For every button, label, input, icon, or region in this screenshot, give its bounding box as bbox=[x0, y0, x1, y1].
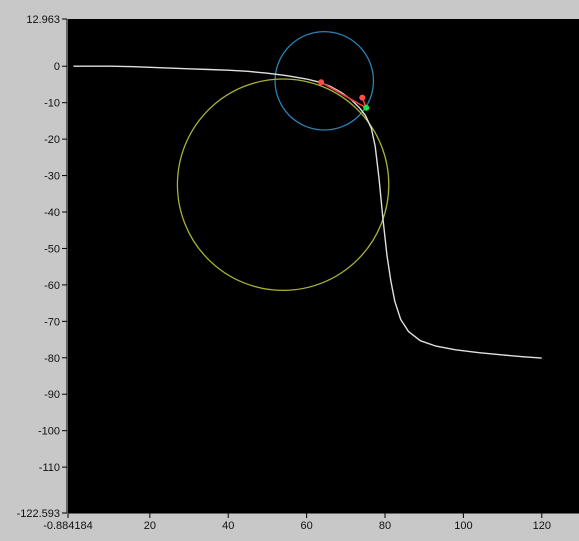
y-tick-label: -20 bbox=[44, 134, 60, 146]
plot-layer bbox=[73, 30, 542, 359]
segment-line bbox=[320, 81, 367, 109]
plot-area bbox=[68, 19, 579, 513]
y-tick-label: -30 bbox=[44, 171, 60, 183]
y-tick-label: -122.593 bbox=[17, 508, 60, 520]
y-tick-label: -80 bbox=[44, 353, 60, 365]
y-tick-label: -110 bbox=[39, 462, 60, 474]
circle-overlay bbox=[176, 78, 390, 292]
y-tick-label: -40 bbox=[44, 207, 60, 219]
circle-overlay bbox=[274, 30, 375, 131]
x-tick-label: 40 bbox=[222, 520, 234, 532]
y-tick-label: 12.963 bbox=[26, 14, 60, 26]
x-tick-label: -0.884184 bbox=[43, 520, 93, 532]
data-point-marker bbox=[363, 104, 370, 111]
x-tick-label: 20 bbox=[144, 520, 156, 532]
y-tick-label: -10 bbox=[44, 98, 60, 110]
data-point-marker bbox=[359, 94, 366, 101]
series-line bbox=[73, 65, 542, 359]
x-tick-label: 80 bbox=[379, 520, 391, 532]
data-point-marker bbox=[318, 79, 325, 86]
y-tick-label: -90 bbox=[44, 389, 60, 401]
y-tick-label: -70 bbox=[44, 316, 60, 328]
x-axis: -0.884184 20 40 60 80 100 120 bbox=[43, 512, 579, 532]
x-tick-label: 120 bbox=[533, 520, 551, 532]
y-tick-label: -60 bbox=[44, 280, 60, 292]
y-tick-label: 0 bbox=[54, 61, 60, 73]
y-axis: 12.963 0 -10 -20 -30 -40 -50 -60 -70 -80 -90 -100 -1… bbox=[17, 14, 68, 520]
x-tick-label: 60 bbox=[300, 520, 312, 532]
x-tick-label: 100 bbox=[454, 520, 472, 532]
y-tick-label: -100 bbox=[38, 426, 60, 438]
y-tick-label: -50 bbox=[44, 243, 60, 255]
